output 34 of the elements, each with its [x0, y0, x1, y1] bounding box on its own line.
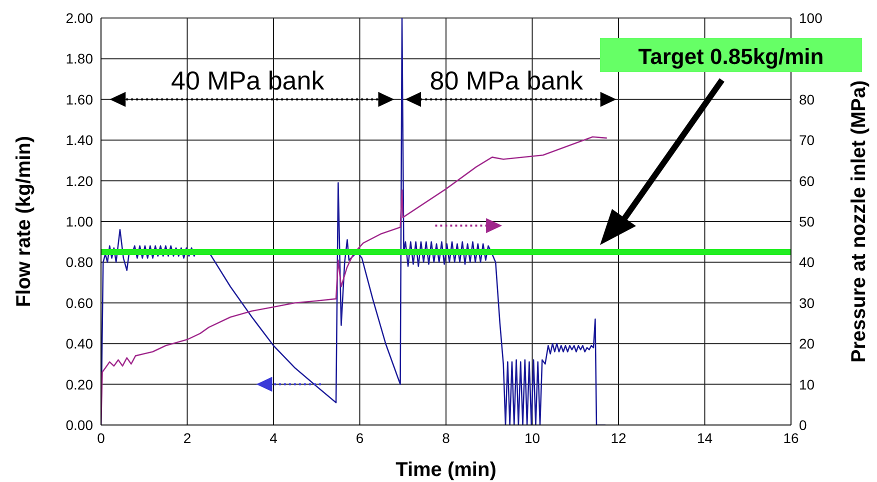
annotation: Target 0.85kg/min: [638, 44, 824, 69]
y-tick-label: 1.40: [66, 132, 94, 148]
y-tick-label: 1.20: [66, 172, 94, 189]
y-tick-label: 0.80: [66, 254, 94, 270]
x-tick-label: 12: [610, 430, 626, 446]
y2-tick-label: 0: [799, 416, 807, 433]
x-tick-label: 16: [783, 430, 799, 446]
x-tick-label: 6: [356, 430, 364, 446]
y-tick-label: 1.60: [66, 91, 94, 108]
x-tick-label: 14: [696, 430, 713, 446]
x-tick-label: 0: [97, 430, 106, 446]
x-tick-label: 4: [270, 430, 278, 446]
x-axis-title: Time (min): [396, 459, 496, 481]
y2-axis-title: Pressure at nozzle inlet (MPa): [848, 80, 870, 363]
y2-tick-label: 30: [799, 294, 815, 311]
y2-tick-label: 50: [799, 213, 815, 230]
y2-tick-label: 20: [799, 336, 815, 352]
y-tick-label: 0.60: [66, 294, 94, 311]
y2-tick-label: 10: [799, 376, 815, 392]
y2-tick-label: 100: [799, 10, 823, 26]
y-tick-label: 0.00: [66, 416, 94, 433]
y2-tick-label: 60: [799, 172, 815, 189]
y2-tick-label: 80: [799, 91, 815, 108]
x-tick-label: 8: [442, 430, 450, 446]
y-tick-label: 2.00: [66, 10, 94, 26]
y2-tick-label: 40: [799, 254, 815, 270]
y-axis-title: Flow rate (kg/min): [13, 136, 35, 308]
y2-tick-label: 70: [799, 132, 815, 148]
x-tick-label: 10: [524, 430, 540, 446]
x-tick-label: 2: [183, 430, 192, 446]
y-tick-label: 1.80: [66, 50, 94, 67]
y-tick-label: 1.00: [66, 213, 94, 230]
y-tick-label: 0.40: [66, 336, 94, 352]
y-tick-label: 0.20: [66, 376, 94, 392]
